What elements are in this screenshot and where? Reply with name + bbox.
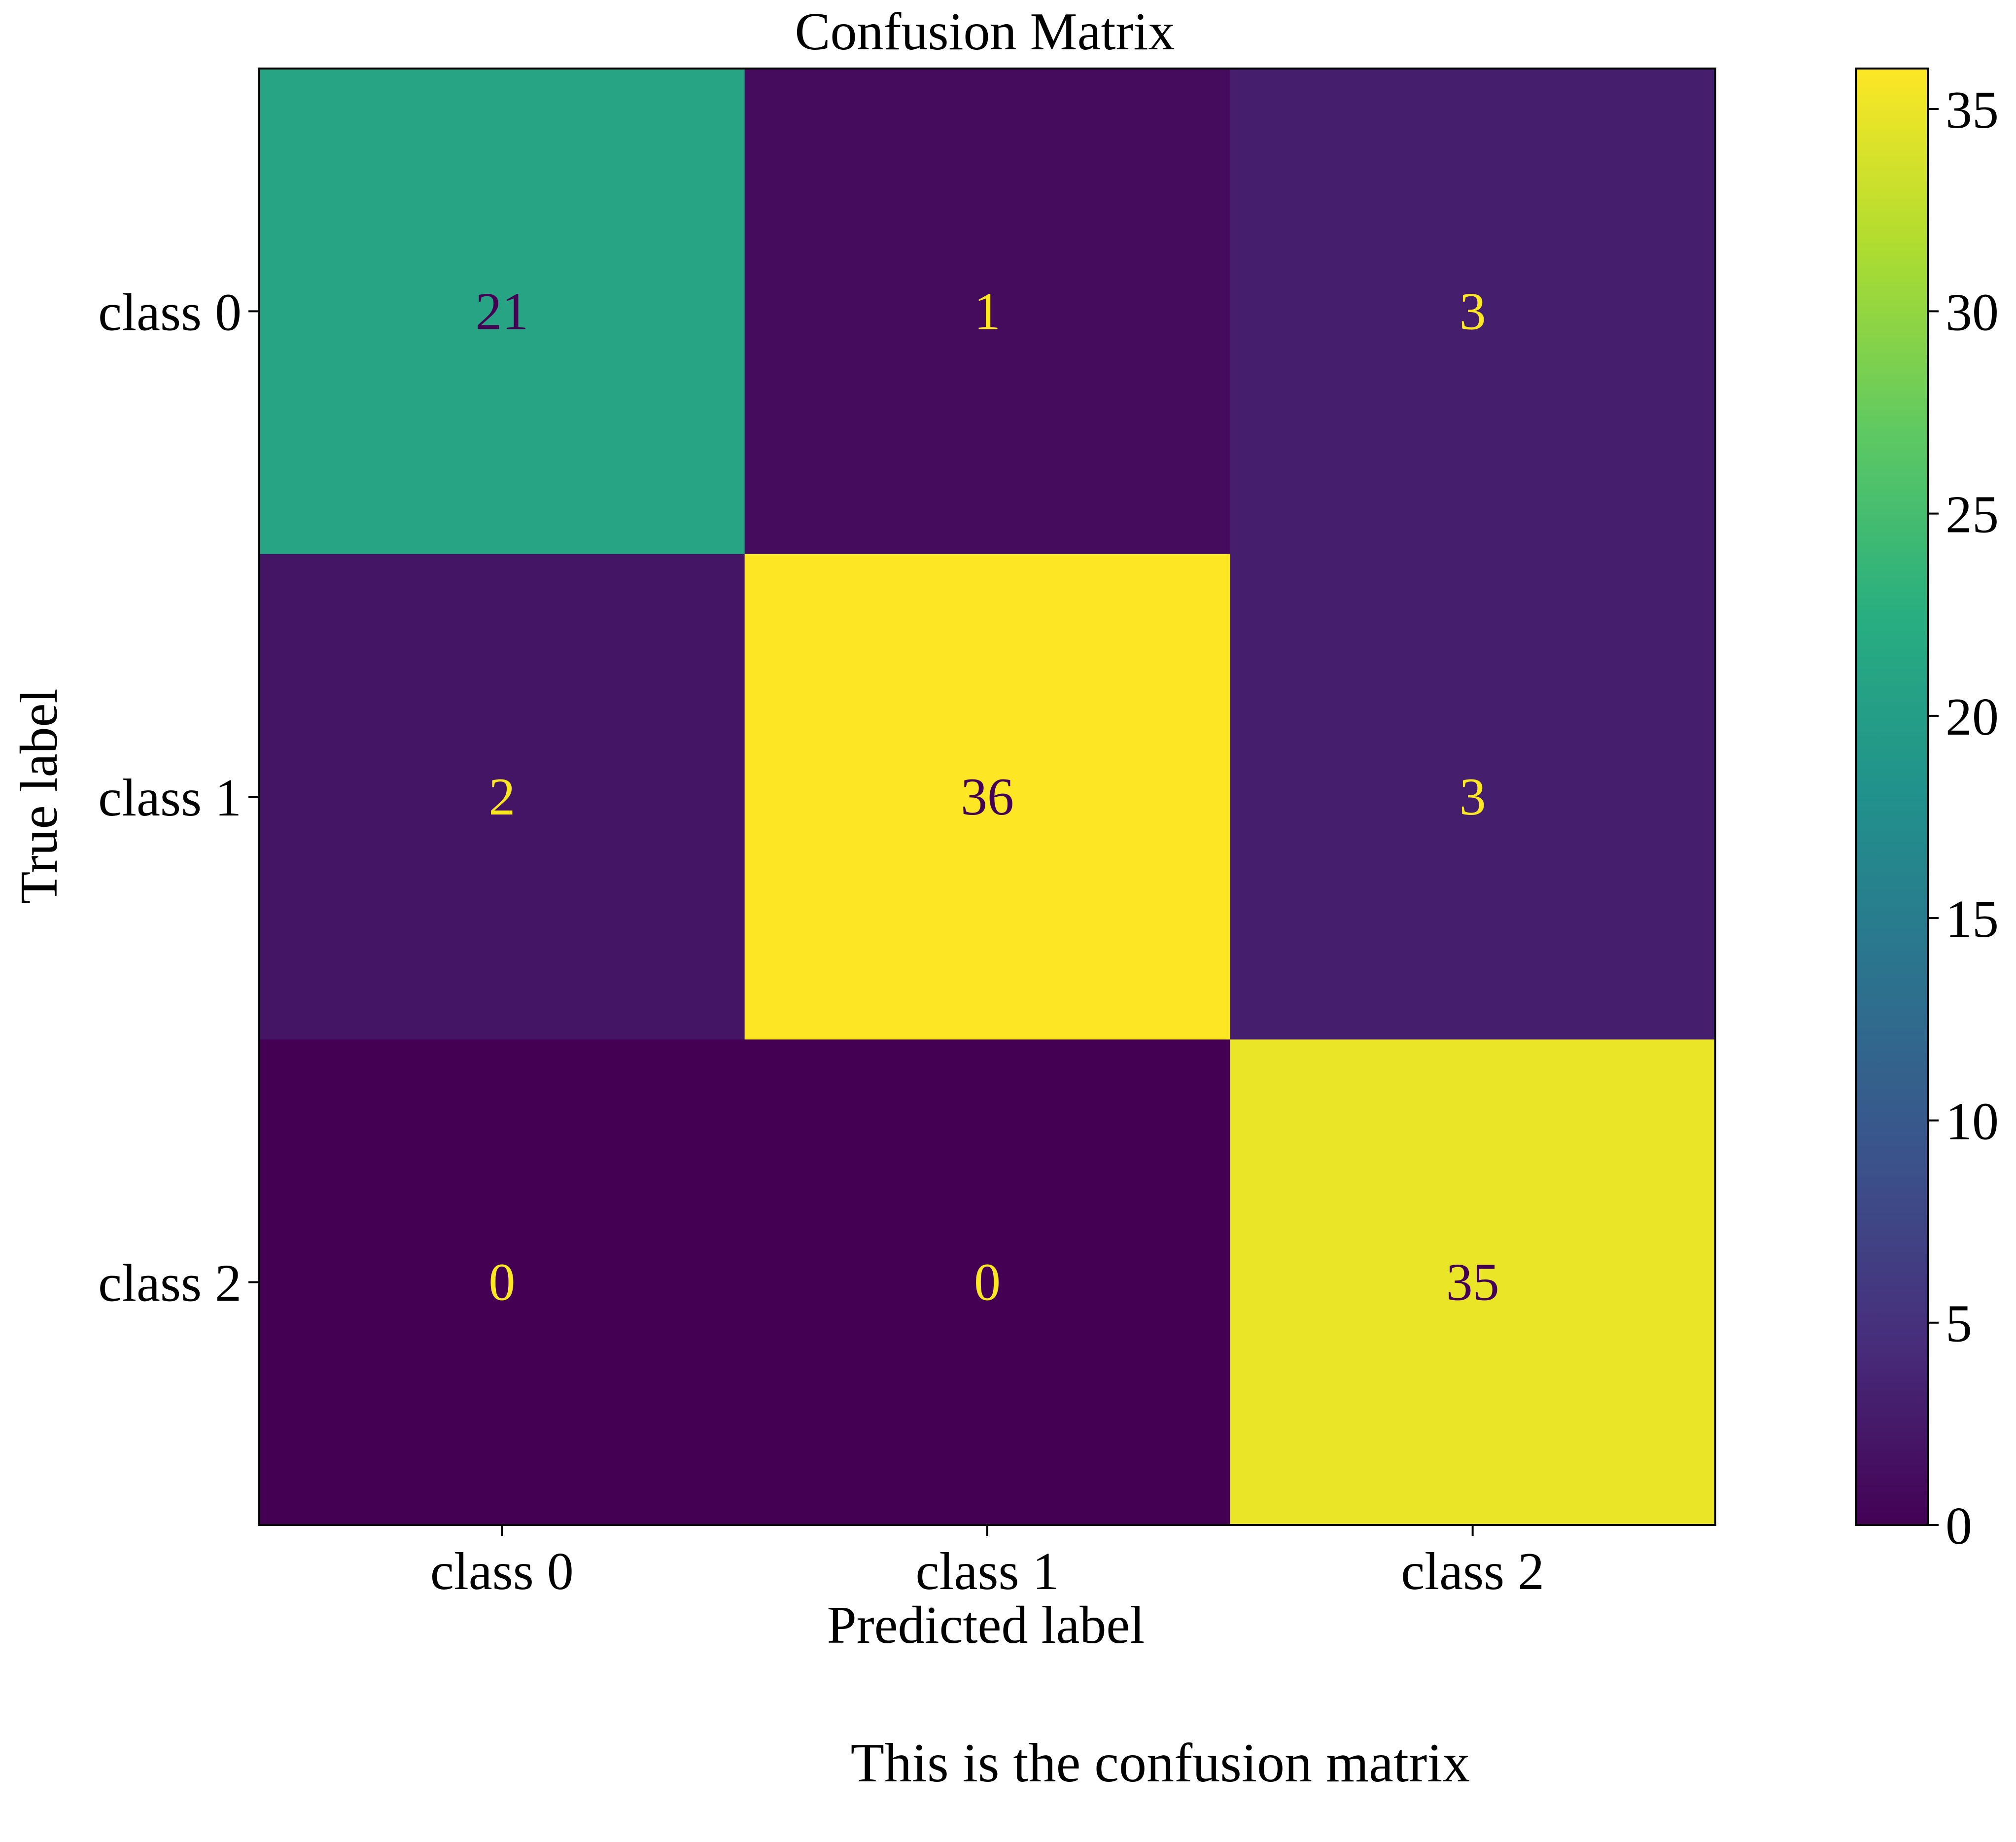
colorbar-tick-label: 5	[1946, 1295, 1972, 1353]
cell-value-r0-c1: 1	[974, 282, 1001, 341]
colorbar-tick-label: 35	[1946, 81, 1999, 140]
x-tick-label: class 2	[1401, 1542, 1544, 1601]
heatmap-cell-r1-c0	[259, 554, 745, 1040]
cell-value-r0-c2: 3	[1460, 282, 1486, 341]
y-axis-label: True label	[10, 689, 69, 904]
colorbar	[1855, 68, 1929, 1526]
x-axis-label: Predicted label	[827, 1596, 1145, 1655]
y-tick-label: class 2	[98, 1254, 242, 1313]
colorbar-tick-label: 20	[1946, 688, 1999, 746]
chart-title: Confusion Matrix	[795, 2, 1175, 61]
colorbar-tick-label: 10	[1946, 1092, 1999, 1151]
heatmap-cell-r2-c1	[744, 1039, 1230, 1525]
cell-value-r1-c1: 36	[961, 768, 1014, 826]
figure-caption: This is the confusion matrix	[851, 1733, 1470, 1794]
x-tick-label: class 0	[430, 1542, 574, 1601]
heatmap-cell-r2-c2	[1230, 1039, 1716, 1525]
colorbar-ticks: 0 5 10 15 20 25 30 35	[1928, 81, 1999, 1556]
y-axis-ticks: class 0 class 1 class 2	[98, 283, 259, 1313]
cell-value-r2-c2: 35	[1446, 1253, 1499, 1312]
colorbar-tick-label: 25	[1946, 486, 1999, 544]
heatmap-cell-labels: 21 1 3 2 36 3 0 0 35	[475, 282, 1499, 1311]
colorbar-tick-label: 0	[1946, 1497, 1972, 1556]
cell-value-r2-c0: 0	[488, 1253, 515, 1312]
heatmap-cell-r0-c2	[1230, 69, 1716, 555]
heatmap-cell-r1-c2	[1230, 554, 1716, 1040]
heatmap-cell-r0-c1	[744, 69, 1230, 555]
heatmap-cell-r2-c0	[259, 1039, 745, 1525]
colorbar-tick-label: 30	[1946, 283, 1999, 342]
cell-value-r2-c1: 0	[974, 1253, 1001, 1312]
heatmap-cell-r0-c0	[259, 69, 745, 555]
cell-value-r1-c2: 3	[1460, 768, 1486, 826]
colorbar-tick-label: 15	[1946, 890, 1999, 949]
x-tick-label: class 1	[916, 1542, 1059, 1601]
x-axis-ticks: class 0 class 1 class 2	[430, 1525, 1544, 1601]
cell-value-r1-c0: 2	[488, 768, 515, 826]
heatmap-cells	[259, 69, 1716, 1525]
y-tick-label: class 1	[98, 769, 242, 827]
cell-value-r0-c0: 21	[475, 282, 528, 341]
heatmap-cell-r1-c1	[744, 554, 1230, 1040]
y-tick-label: class 0	[98, 283, 242, 342]
